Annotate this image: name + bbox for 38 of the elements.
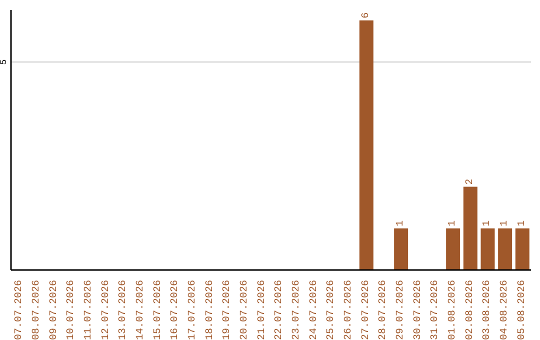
x-tick-label: 19.07.2026 [222, 280, 234, 340]
x-tick-label: 29.07.2026 [396, 280, 406, 340]
x-tick-label: 22.07.2026 [274, 280, 286, 340]
x-tick-label: 15.07.2026 [152, 280, 164, 340]
x-tick-label: 30.07.2026 [412, 280, 424, 340]
x-tick-label: 14.07.2026 [136, 280, 146, 340]
x-tick-label: 26.07.2026 [344, 280, 354, 340]
x-tick-label: 18.07.2026 [204, 280, 216, 340]
x-tick-label: 01.08.2026 [448, 280, 458, 340]
x-tick-label: 11.07.2026 [84, 280, 94, 340]
x-tick-label: 03.08.2026 [482, 280, 494, 340]
x-tick-label: 04.08.2026 [500, 280, 510, 340]
x-tick-label: 17.07.2026 [188, 280, 198, 340]
x-tick-label: 20.07.2026 [240, 280, 250, 340]
x-tick-label: 23.07.2026 [292, 280, 302, 340]
data-label: 1 [448, 220, 459, 226]
x-tick-label: 07.07.2026 [14, 280, 26, 340]
data-label: 6 [360, 12, 372, 18]
x-tick-label: 13.07.2026 [118, 280, 130, 340]
x-tick-label: 05.08.2026 [516, 280, 528, 340]
x-tick-label: 08.07.2026 [32, 280, 42, 340]
x-tick-label: 24.07.2026 [308, 280, 320, 340]
x-tick-label: 25.07.2026 [326, 280, 338, 340]
x-tick-label: 27.07.2026 [360, 280, 372, 340]
x-tick-label: 31.07.2026 [430, 280, 442, 340]
data-label: 1 [482, 220, 494, 226]
y-tick-label: 5 [0, 59, 9, 65]
x-tick-label: 12.07.2026 [100, 280, 112, 340]
x-tick-label: 28.07.2026 [378, 280, 390, 340]
x-tick-label: 09.07.2026 [48, 280, 60, 340]
x-tick-label: 10.07.2026 [66, 280, 78, 340]
data-label: 1 [516, 220, 528, 226]
data-label: 1 [500, 220, 511, 226]
data-label: 2 [464, 178, 476, 185]
x-tick-label: 02.08.2026 [464, 280, 476, 340]
x-tick-label: 16.07.2026 [170, 280, 182, 340]
x-tick-label: 21.07.2026 [256, 280, 268, 340]
data-label: 1 [396, 220, 407, 226]
